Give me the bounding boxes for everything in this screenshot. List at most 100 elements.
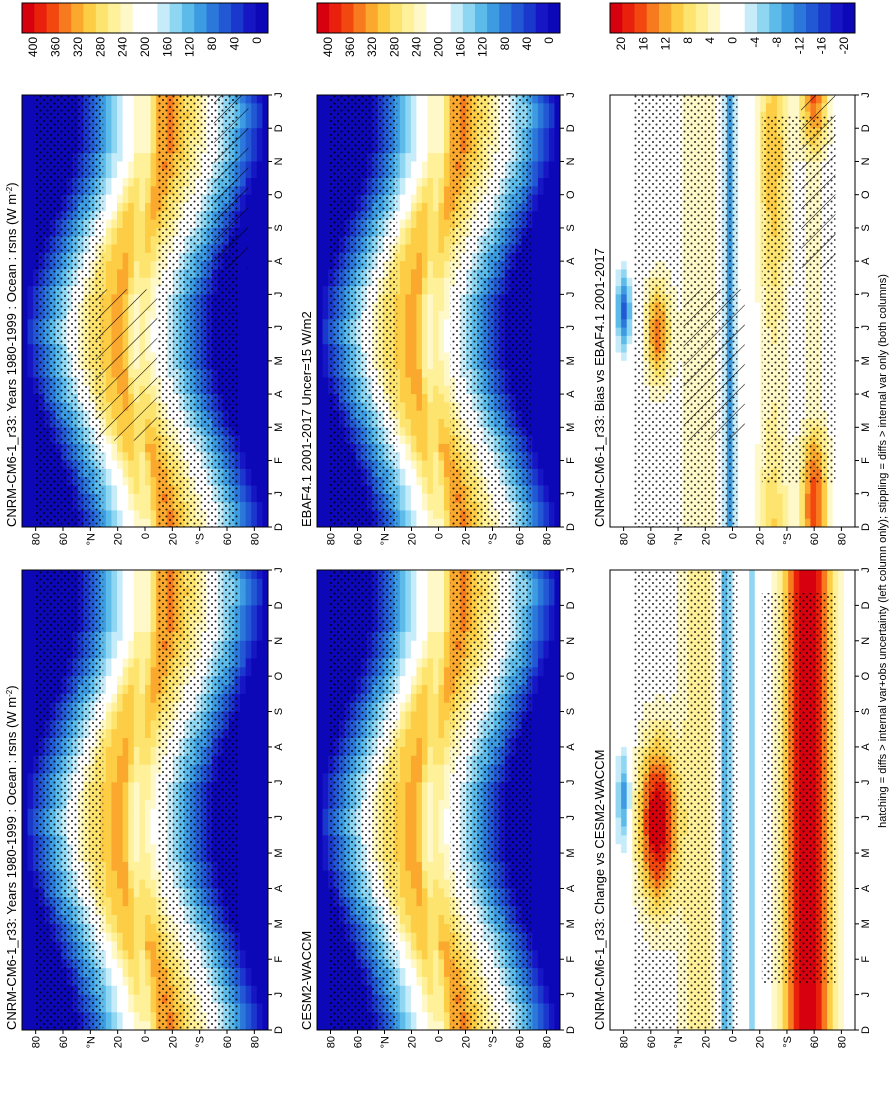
heatmap-cell bbox=[122, 227, 129, 237]
heatmap-cell bbox=[139, 219, 146, 229]
heatmap-cell bbox=[128, 755, 135, 766]
heatmap-cell bbox=[111, 194, 118, 204]
heatmap-cell bbox=[262, 738, 269, 748]
heatmap-cell bbox=[262, 1021, 269, 1031]
heatmap-cell bbox=[145, 570, 152, 580]
heatmap-cell bbox=[128, 915, 135, 925]
heatmap-cell bbox=[245, 950, 252, 960]
heatmap-cell bbox=[122, 800, 129, 810]
heatmap-cell bbox=[317, 327, 324, 337]
heatmap-cell bbox=[256, 676, 263, 686]
heatmap-cell bbox=[240, 587, 247, 598]
heatmap-cell bbox=[262, 502, 269, 511]
heatmap-cell bbox=[240, 676, 247, 686]
heatmap-cell bbox=[245, 764, 252, 774]
heatmap-cell bbox=[322, 319, 329, 329]
heatmap-cell bbox=[122, 676, 129, 686]
colorbar-swatch bbox=[414, 3, 427, 33]
heatmap-cell bbox=[139, 685, 146, 695]
colorbar-swatch bbox=[157, 3, 170, 33]
time-tick-label: M bbox=[273, 356, 285, 365]
colorbar-swatch bbox=[622, 3, 635, 33]
heatmap-cell bbox=[111, 800, 118, 810]
heatmap-cell bbox=[240, 570, 247, 580]
heatmap-cell bbox=[262, 153, 269, 162]
heatmap-cell bbox=[111, 570, 118, 580]
heatmap-cell bbox=[150, 711, 157, 721]
heatmap-cell bbox=[22, 352, 29, 362]
heatmap-cell bbox=[100, 755, 107, 766]
time-tick-label: J bbox=[273, 491, 285, 497]
heatmap-cell bbox=[139, 915, 146, 925]
heatmap-cell bbox=[105, 738, 112, 748]
heatmap-cell bbox=[100, 720, 107, 730]
heatmap-cell bbox=[240, 755, 247, 766]
heatmap-cell bbox=[240, 419, 247, 428]
heatmap-cell bbox=[139, 178, 146, 187]
heatmap-cell bbox=[128, 897, 135, 907]
heatmap-cell bbox=[22, 667, 29, 677]
heatmap-cell bbox=[22, 261, 29, 270]
heatmap-cell bbox=[105, 161, 112, 171]
heatmap-cell bbox=[105, 640, 112, 651]
heatmap-cell bbox=[245, 427, 252, 437]
heatmap-cell bbox=[256, 435, 263, 445]
heatmap-cell bbox=[245, 932, 252, 943]
heatmap-cell bbox=[100, 906, 107, 916]
heatmap-cell bbox=[105, 510, 112, 520]
heatmap-cell bbox=[100, 676, 107, 686]
heatmap-cell bbox=[139, 128, 146, 138]
heatmap-cell bbox=[251, 985, 258, 996]
heatmap-cell bbox=[245, 502, 252, 511]
heatmap-cell bbox=[111, 915, 118, 925]
heatmap-cell bbox=[251, 294, 258, 304]
heatmap-cell bbox=[262, 335, 269, 345]
colorbar-swatch bbox=[95, 3, 109, 33]
heatmap-cell bbox=[256, 252, 263, 262]
heatmap-cell bbox=[100, 941, 107, 951]
heatmap-cell bbox=[145, 676, 152, 686]
heatmap-cell bbox=[117, 252, 124, 262]
heatmap-cell bbox=[251, 95, 258, 104]
heatmap-cell bbox=[128, 685, 135, 695]
heatmap-cell bbox=[117, 443, 124, 453]
heatmap-cell bbox=[251, 452, 258, 462]
heatmap-cell bbox=[128, 518, 135, 528]
heatmap-cell bbox=[27, 277, 34, 287]
heatmap-cell bbox=[262, 711, 269, 721]
heatmap-cell bbox=[251, 1021, 258, 1031]
heatmap-cell bbox=[128, 720, 135, 730]
heatmap-cell bbox=[22, 623, 29, 633]
heatmap-cell bbox=[128, 853, 135, 863]
colorbar-swatch bbox=[194, 3, 207, 33]
heatmap-cell bbox=[105, 693, 112, 704]
heatmap-cell bbox=[145, 236, 152, 246]
heatmap-cell bbox=[139, 923, 146, 934]
colorbar-tick-label: 0 bbox=[542, 37, 556, 44]
heatmap-cell bbox=[27, 764, 34, 774]
heatmap-cell bbox=[240, 631, 247, 642]
heatmap-cell bbox=[105, 144, 112, 154]
heatmap-cell bbox=[322, 236, 329, 246]
colorbar-left-bot: 20 16 12 8 4 0 -4 -8 -12 -16 -20 bbox=[609, 2, 856, 55]
colorbar-tick-label: 120 bbox=[476, 37, 490, 57]
heatmap-cell bbox=[251, 649, 258, 659]
heatmap-cell bbox=[133, 570, 140, 580]
heatmap-cell bbox=[245, 119, 252, 129]
heatmap-cell bbox=[240, 649, 247, 659]
heatmap-cell bbox=[262, 161, 269, 171]
heatmap-cell bbox=[22, 452, 29, 462]
heatmap-cell bbox=[111, 932, 118, 943]
heatmap-cell bbox=[262, 443, 269, 453]
heatmap-cell bbox=[145, 227, 152, 237]
heatmap-cell bbox=[145, 144, 152, 154]
colorbar-tick-label: -12 bbox=[792, 37, 806, 55]
heatmap-cell bbox=[245, 729, 252, 739]
heatmap-cell bbox=[22, 327, 29, 337]
heatmap-cell bbox=[128, 658, 135, 668]
colorbar-swatch bbox=[218, 3, 232, 33]
heatmap-cell bbox=[128, 968, 135, 978]
heatmap-cell bbox=[262, 144, 269, 154]
heatmap-cell bbox=[240, 1003, 247, 1013]
heatmap-cell bbox=[317, 128, 324, 138]
